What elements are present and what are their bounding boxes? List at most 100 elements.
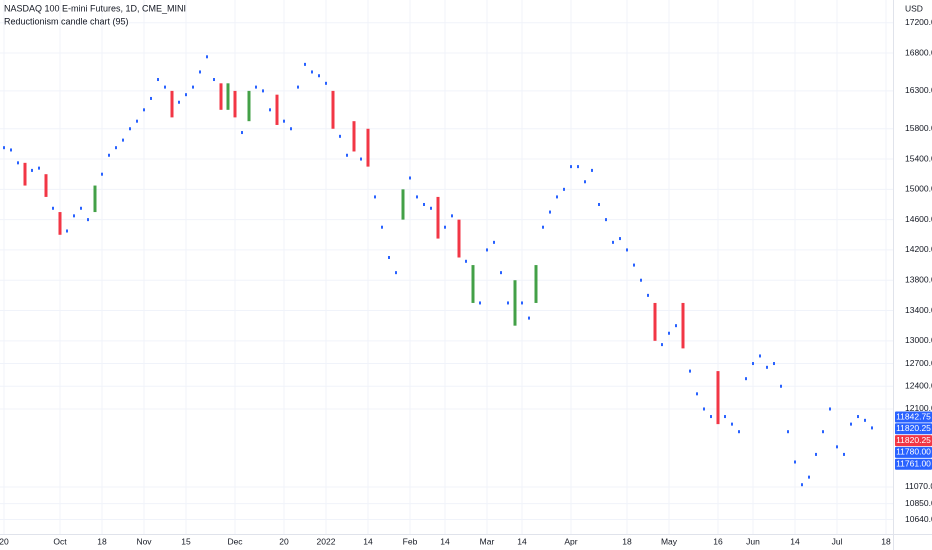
- price-dot: [675, 324, 677, 328]
- price-dot: [703, 407, 705, 411]
- price-dot: [122, 138, 124, 142]
- price-dot: [843, 452, 845, 456]
- price-dot: [479, 301, 481, 305]
- price-dot: [759, 354, 761, 358]
- price-dot: [129, 127, 131, 131]
- price-dot: [283, 119, 285, 123]
- price-dot: [213, 78, 215, 82]
- price-dot: [444, 225, 446, 229]
- candle-body: [352, 121, 356, 152]
- candle-body: [401, 189, 405, 220]
- price-dot: [598, 202, 600, 206]
- price-dot: [255, 85, 257, 89]
- candle-body: [681, 302, 685, 349]
- price-dot: [731, 422, 733, 426]
- y-tick-label: 13000.00: [905, 335, 932, 345]
- price-dot: [647, 293, 649, 297]
- price-dot: [346, 153, 348, 157]
- x-tick-label: May: [661, 536, 678, 546]
- y-tick-label: 15400.00: [905, 153, 932, 163]
- x-tick-label: Apr: [564, 536, 577, 546]
- price-dot: [794, 460, 796, 464]
- price-dot: [822, 430, 824, 434]
- price-dot: [605, 218, 607, 222]
- x-tick-label: 18: [622, 536, 632, 546]
- price-dot: [829, 407, 831, 411]
- price-dot: [164, 85, 166, 89]
- price-dot: [311, 70, 313, 74]
- x-tick-label: 18: [881, 536, 891, 546]
- price-dot: [752, 362, 754, 366]
- price-tag: [895, 446, 932, 458]
- y-tick-label: 13800.00: [905, 274, 932, 284]
- price-dot: [493, 240, 495, 244]
- x-tick-label: 15: [181, 536, 191, 546]
- candle-body: [436, 196, 440, 239]
- x-tick-label: 14: [517, 536, 527, 546]
- price-dot: [143, 108, 145, 112]
- price-tag-label: 11820.25: [896, 423, 931, 433]
- price-dot: [108, 153, 110, 157]
- y-tick-label: 15800.00: [905, 123, 932, 133]
- price-dot: [738, 430, 740, 434]
- price-tag-label: 11820.25: [896, 435, 931, 445]
- price-dot: [374, 195, 376, 199]
- price-dot: [178, 100, 180, 104]
- x-tick-label: Jun: [746, 536, 760, 546]
- price-dot: [591, 168, 593, 172]
- price-dot: [115, 146, 117, 150]
- price-dot: [185, 93, 187, 97]
- x-tick-label: Dec: [227, 536, 243, 546]
- y-tick-label: 10640.00: [905, 514, 932, 524]
- price-dot: [290, 127, 292, 131]
- price-dot: [668, 331, 670, 335]
- price-dot: [360, 157, 362, 161]
- price-dot: [507, 301, 509, 305]
- price-dot: [570, 165, 572, 169]
- y-tick-label: 16300.00: [905, 85, 932, 95]
- price-dot: [192, 85, 194, 89]
- price-dot: [542, 225, 544, 229]
- price-dot: [521, 301, 523, 305]
- price-dot: [430, 206, 432, 210]
- candle-body: [247, 90, 251, 122]
- price-dot: [857, 415, 859, 419]
- x-tick-label: Nov: [136, 536, 152, 546]
- candle-body: [366, 128, 370, 167]
- price-dot: [157, 78, 159, 82]
- x-tick-label: 16: [713, 536, 723, 546]
- price-dot: [423, 202, 425, 206]
- y-tick-label: 14200.00: [905, 244, 932, 254]
- candle-body: [170, 90, 174, 118]
- price-dot: [136, 119, 138, 123]
- candle-body: [219, 83, 223, 110]
- price-dot: [304, 62, 306, 66]
- y-tick-label: 12400.00: [905, 381, 932, 391]
- price-dot: [3, 146, 5, 150]
- price-dot: [773, 362, 775, 366]
- price-tag: [895, 458, 932, 470]
- price-tag-label: 11761.00: [896, 458, 931, 468]
- price-dot: [416, 195, 418, 199]
- candle-body: [653, 302, 657, 341]
- y-tick-label: 12700.00: [905, 358, 932, 368]
- price-dot: [38, 166, 40, 170]
- price-dot: [381, 225, 383, 229]
- price-dot: [80, 206, 82, 210]
- candle-body: [226, 83, 230, 110]
- price-dot: [710, 415, 712, 419]
- candle-body: [471, 265, 475, 303]
- price-dot: [409, 176, 411, 180]
- chart-title: NASDAQ 100 E-mini Futures, 1D, CME_MINI: [4, 3, 186, 13]
- price-dot: [766, 365, 768, 369]
- grid: [0, 0, 893, 534]
- price-dot: [619, 237, 621, 241]
- axes: 17200.00 16800.00 16300.00 15800.00 15400.00…: [0, 17, 932, 546]
- x-tick-label: 20: [0, 536, 9, 546]
- price-dot: [66, 229, 68, 233]
- price-dot: [850, 422, 852, 426]
- price-dot: [339, 134, 341, 138]
- y-tick-label: 12100.00: [905, 403, 932, 413]
